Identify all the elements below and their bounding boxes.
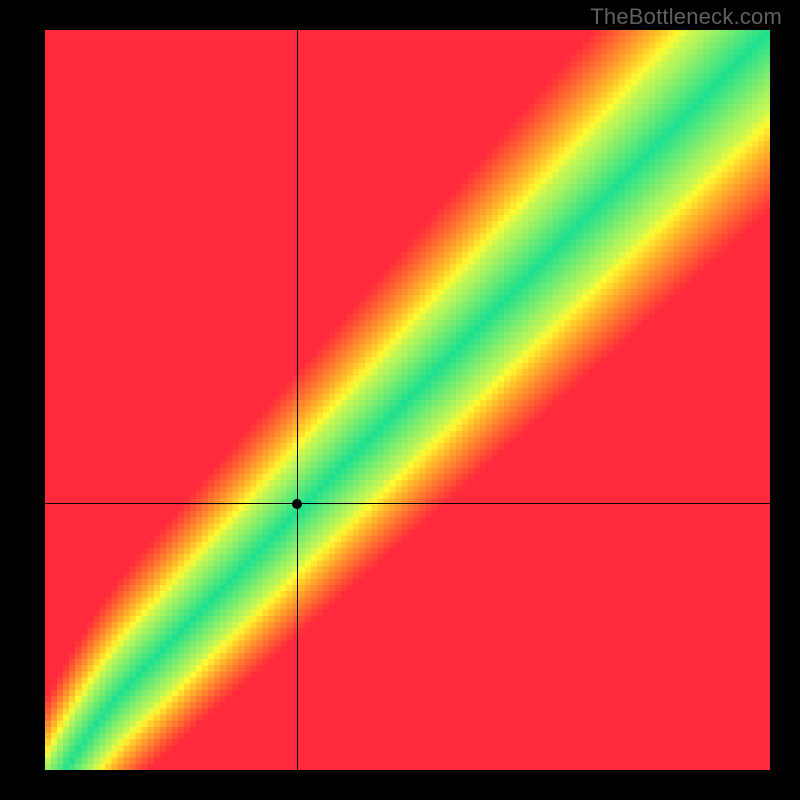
chart-container: TheBottleneck.com xyxy=(0,0,800,800)
bottleneck-heatmap xyxy=(45,30,770,770)
watermark-label: TheBottleneck.com xyxy=(590,4,782,30)
